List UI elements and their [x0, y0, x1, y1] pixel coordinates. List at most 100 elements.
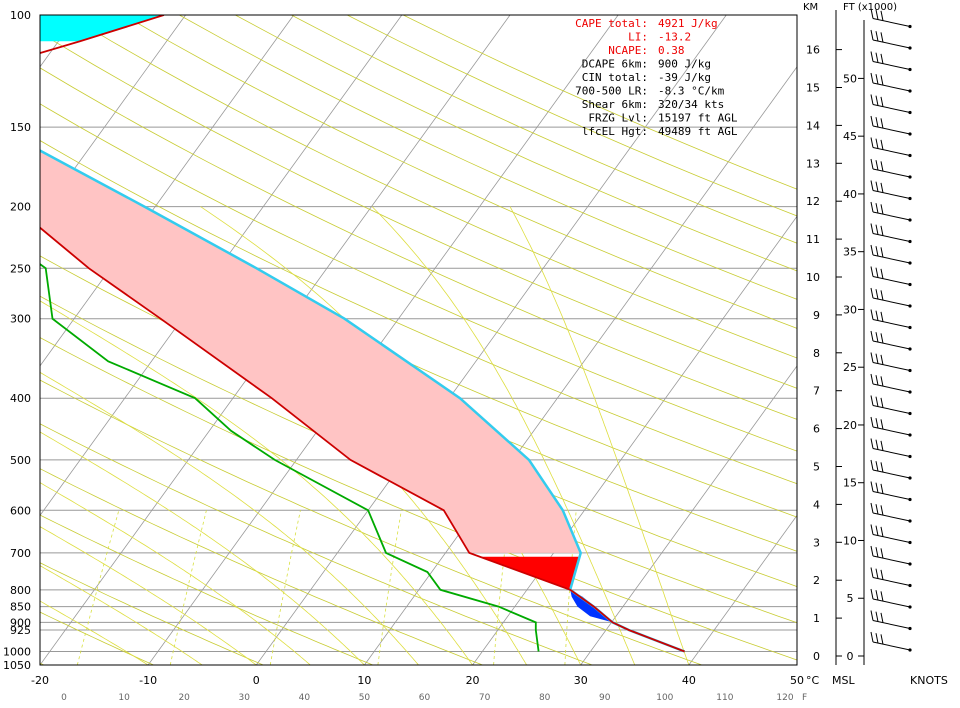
- mixing-ratio-line: [76, 510, 120, 665]
- wind-barb-shaft: [872, 39, 911, 49]
- ft-tick-label: 30: [843, 303, 857, 316]
- wind-barb-dot: [908, 261, 912, 265]
- fahrenheit-unit-label: F: [802, 693, 807, 703]
- wind-barb-flag: [880, 118, 884, 129]
- moist-adiabat-line: [40, 600, 149, 665]
- dry-adiabat-line: [40, 103, 797, 452]
- wind-barb-flag: [875, 138, 879, 149]
- fahrenheit-tick-label: 30: [239, 693, 251, 703]
- wind-barb-dot: [908, 132, 912, 136]
- wind-barb-flag: [875, 418, 879, 429]
- wind-barb-flag: [875, 31, 879, 42]
- wind-barb-flag: [870, 481, 874, 492]
- isotherm-line: [472, 215, 797, 665]
- wind-barb-flag: [875, 525, 879, 536]
- wind-barb-flag: [870, 373, 874, 385]
- dry-adiabat-line: [40, 67, 797, 420]
- mixing-ratio-line: [377, 510, 402, 665]
- km-tick-label: 15: [806, 82, 820, 95]
- height-ft-axis: 0 5 10 15 20 25 30 35 40 45 50: [843, 20, 865, 665]
- wind-barb-flag: [880, 440, 884, 451]
- fahrenheit-tick-labels: 0 10 20 30 40 50 60 70 80 90 100 110 120: [61, 693, 794, 703]
- wind-barb-flag: [875, 482, 879, 493]
- wind-barb-flag: [880, 182, 884, 193]
- wind-barb-shaft: [872, 319, 911, 328]
- wind-barb-flag: [880, 462, 884, 473]
- celsius-tick-label: 40: [682, 674, 696, 687]
- wind-barb-dot: [908, 24, 912, 29]
- msl-label: MSL: [832, 674, 855, 687]
- wind-barb-flag: [870, 567, 874, 578]
- wind-barb-dot: [908, 433, 912, 437]
- wind-barb-dot: [908, 562, 912, 566]
- stat-value: 15197 ft AGL: [658, 112, 738, 125]
- wind-barb-flag: [875, 504, 879, 515]
- km-tick-label: 3: [813, 536, 820, 549]
- wind-barb-dot: [908, 368, 912, 373]
- wind-barb-flag: [870, 438, 874, 449]
- dry-adiabat-line: [40, 295, 797, 624]
- wind-barb-flag: [875, 224, 879, 235]
- pressure-tick-label: 500: [10, 454, 31, 467]
- stat-label: CIN total:: [582, 71, 648, 84]
- dry-adiabat-line: [40, 140, 797, 485]
- pressure-tick-label: 300: [10, 313, 31, 326]
- wind-barb-flag: [875, 633, 879, 644]
- wind-barb-shaft: [872, 512, 911, 522]
- wind-barb-flag: [880, 53, 884, 64]
- isotherm-line: [40, 15, 295, 367]
- stat-label: FRZG Lvl:: [588, 112, 648, 125]
- isotherm-line: [796, 664, 797, 665]
- pressure-tick-label: 925: [10, 624, 31, 637]
- ft-tick-label: 5: [847, 592, 854, 605]
- wind-barb-flag: [875, 52, 879, 63]
- stat-label: CAPE total:: [575, 17, 648, 30]
- wind-barb-flag: [875, 375, 879, 386]
- wind-barb-flag: [875, 246, 879, 257]
- wind-barb-shaft: [872, 168, 911, 178]
- fahrenheit-tick-label: 100: [656, 693, 673, 703]
- celsius-tick-label: 0: [253, 674, 260, 687]
- wind-barb-dot: [908, 89, 912, 93]
- wind-barb-flag: [880, 483, 884, 494]
- wind-barb-flag: [870, 309, 874, 320]
- wind-barb-flag: [880, 569, 884, 580]
- km-tick-label: 2: [813, 574, 820, 587]
- wind-barb-dot: [908, 325, 912, 330]
- wind-barb-shaft: [872, 190, 911, 199]
- wind-barb-flag: [870, 115, 874, 127]
- wind-barb-flag: [870, 223, 874, 234]
- ft-tick-label: 15: [843, 477, 857, 490]
- wind-barb-flag: [870, 158, 874, 170]
- km-tick-label: 13: [806, 157, 820, 170]
- wind-barb-flag: [880, 96, 884, 107]
- stat-label: lfcEL Hgt:: [582, 125, 648, 138]
- wind-barb-dot: [908, 583, 912, 588]
- mixing-ratio-line: [269, 510, 301, 665]
- ft-tick-label: 10: [843, 534, 857, 547]
- fahrenheit-tick-label: 60: [419, 693, 431, 703]
- wind-barb-flag: [875, 181, 879, 192]
- wind-barb-flag: [880, 333, 884, 344]
- ft-tick-label: 40: [843, 188, 857, 201]
- wind-barb-flag: [880, 311, 884, 322]
- km-tick-label: 7: [813, 385, 820, 398]
- wind-barb-flag: [870, 266, 874, 277]
- fahrenheit-tick-label: 70: [479, 693, 491, 703]
- negative-area-top: [40, 15, 164, 42]
- wind-barb-flag: [870, 459, 874, 471]
- wind-barb-shaft: [872, 254, 911, 264]
- pressure-tick-label: 200: [10, 201, 31, 214]
- km-tick-label: 1: [813, 612, 820, 625]
- knots-label: KNOTS: [910, 674, 948, 687]
- wind-barb-shaft: [872, 276, 911, 285]
- km-tick-label: 14: [806, 119, 820, 132]
- fahrenheit-tick-label: 90: [599, 693, 611, 703]
- dry-adiabat-line: [40, 423, 593, 665]
- pressure-tick-label: 1000: [3, 646, 31, 659]
- dry-adiabat-line: [40, 216, 797, 552]
- celsius-tick-label: -10: [139, 674, 157, 687]
- wind-barb-flag: [880, 419, 884, 430]
